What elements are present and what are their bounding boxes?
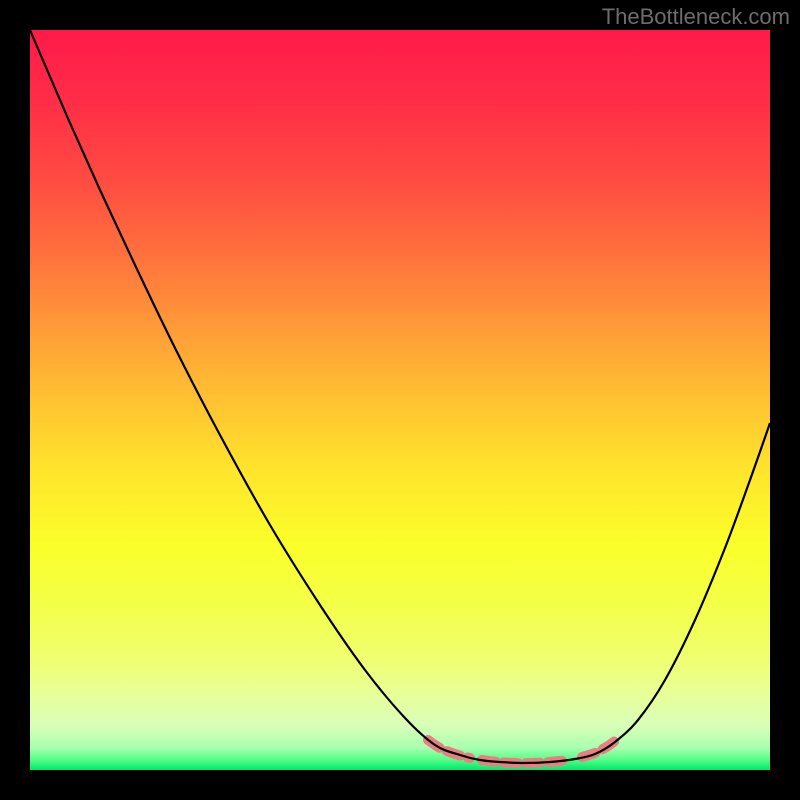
- chart-plot-area: [30, 30, 770, 770]
- watermark-text: TheBottleneck.com: [602, 4, 790, 30]
- chart-curves: [30, 30, 770, 770]
- highlight-segment: [428, 737, 620, 763]
- main-curve: [30, 30, 770, 763]
